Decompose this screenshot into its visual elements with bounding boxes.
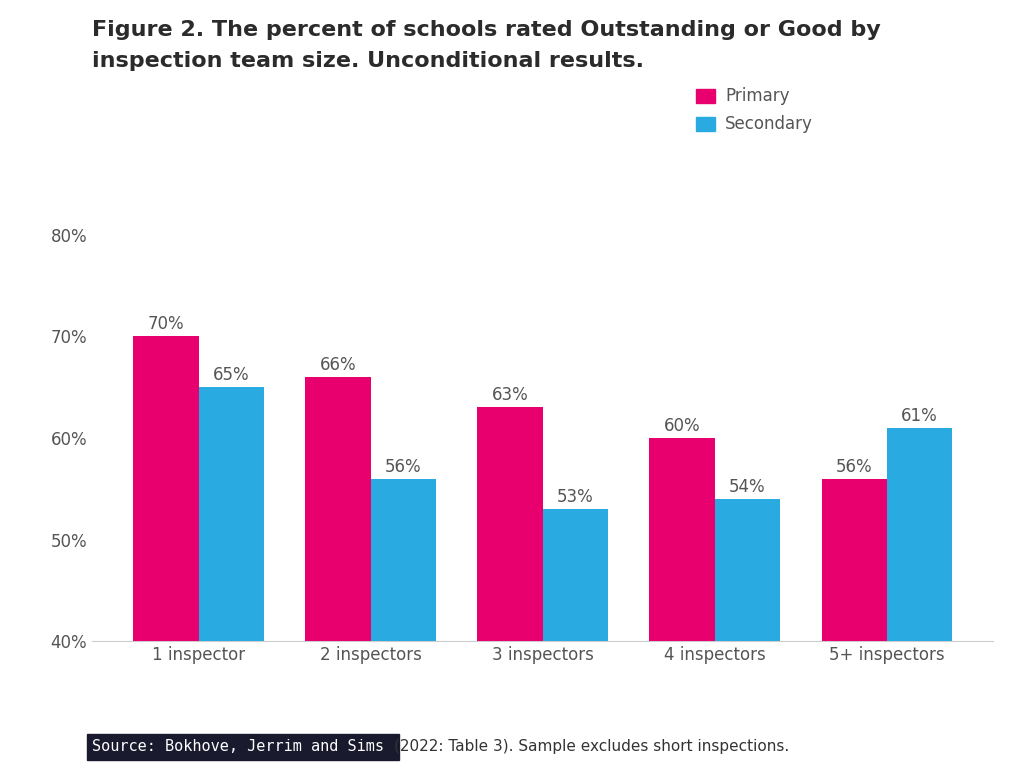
Text: 53%: 53% — [557, 488, 594, 506]
Bar — [133, 336, 199, 782]
Text: 61%: 61% — [901, 407, 938, 425]
Text: 56%: 56% — [836, 457, 872, 475]
Text: (2022: Table 3). Sample excludes short inspections.: (2022: Table 3). Sample excludes short i… — [394, 739, 790, 755]
Bar — [715, 499, 780, 782]
Bar — [477, 407, 543, 782]
Bar — [649, 438, 715, 782]
Text: Figure 2. The percent of schools rated Outstanding or Good by: Figure 2. The percent of schools rated O… — [92, 20, 881, 40]
Text: 70%: 70% — [147, 315, 184, 333]
Bar — [199, 387, 264, 782]
Text: inspection team size. Unconditional results.: inspection team size. Unconditional resu… — [92, 51, 644, 71]
Text: 65%: 65% — [213, 366, 250, 384]
Text: Secondary: Secondary — [725, 114, 813, 133]
Bar — [543, 509, 608, 782]
Text: 54%: 54% — [729, 478, 766, 496]
Bar — [305, 377, 371, 782]
Text: 66%: 66% — [319, 356, 356, 374]
Bar — [887, 428, 952, 782]
Text: 56%: 56% — [385, 457, 422, 475]
Bar — [821, 479, 887, 782]
Text: 60%: 60% — [664, 417, 700, 435]
Bar — [371, 479, 436, 782]
Text: Primary: Primary — [725, 87, 790, 106]
Text: 63%: 63% — [492, 386, 528, 404]
Text: Source: Bokhove, Jerrim and Sims: Source: Bokhove, Jerrim and Sims — [92, 739, 393, 755]
